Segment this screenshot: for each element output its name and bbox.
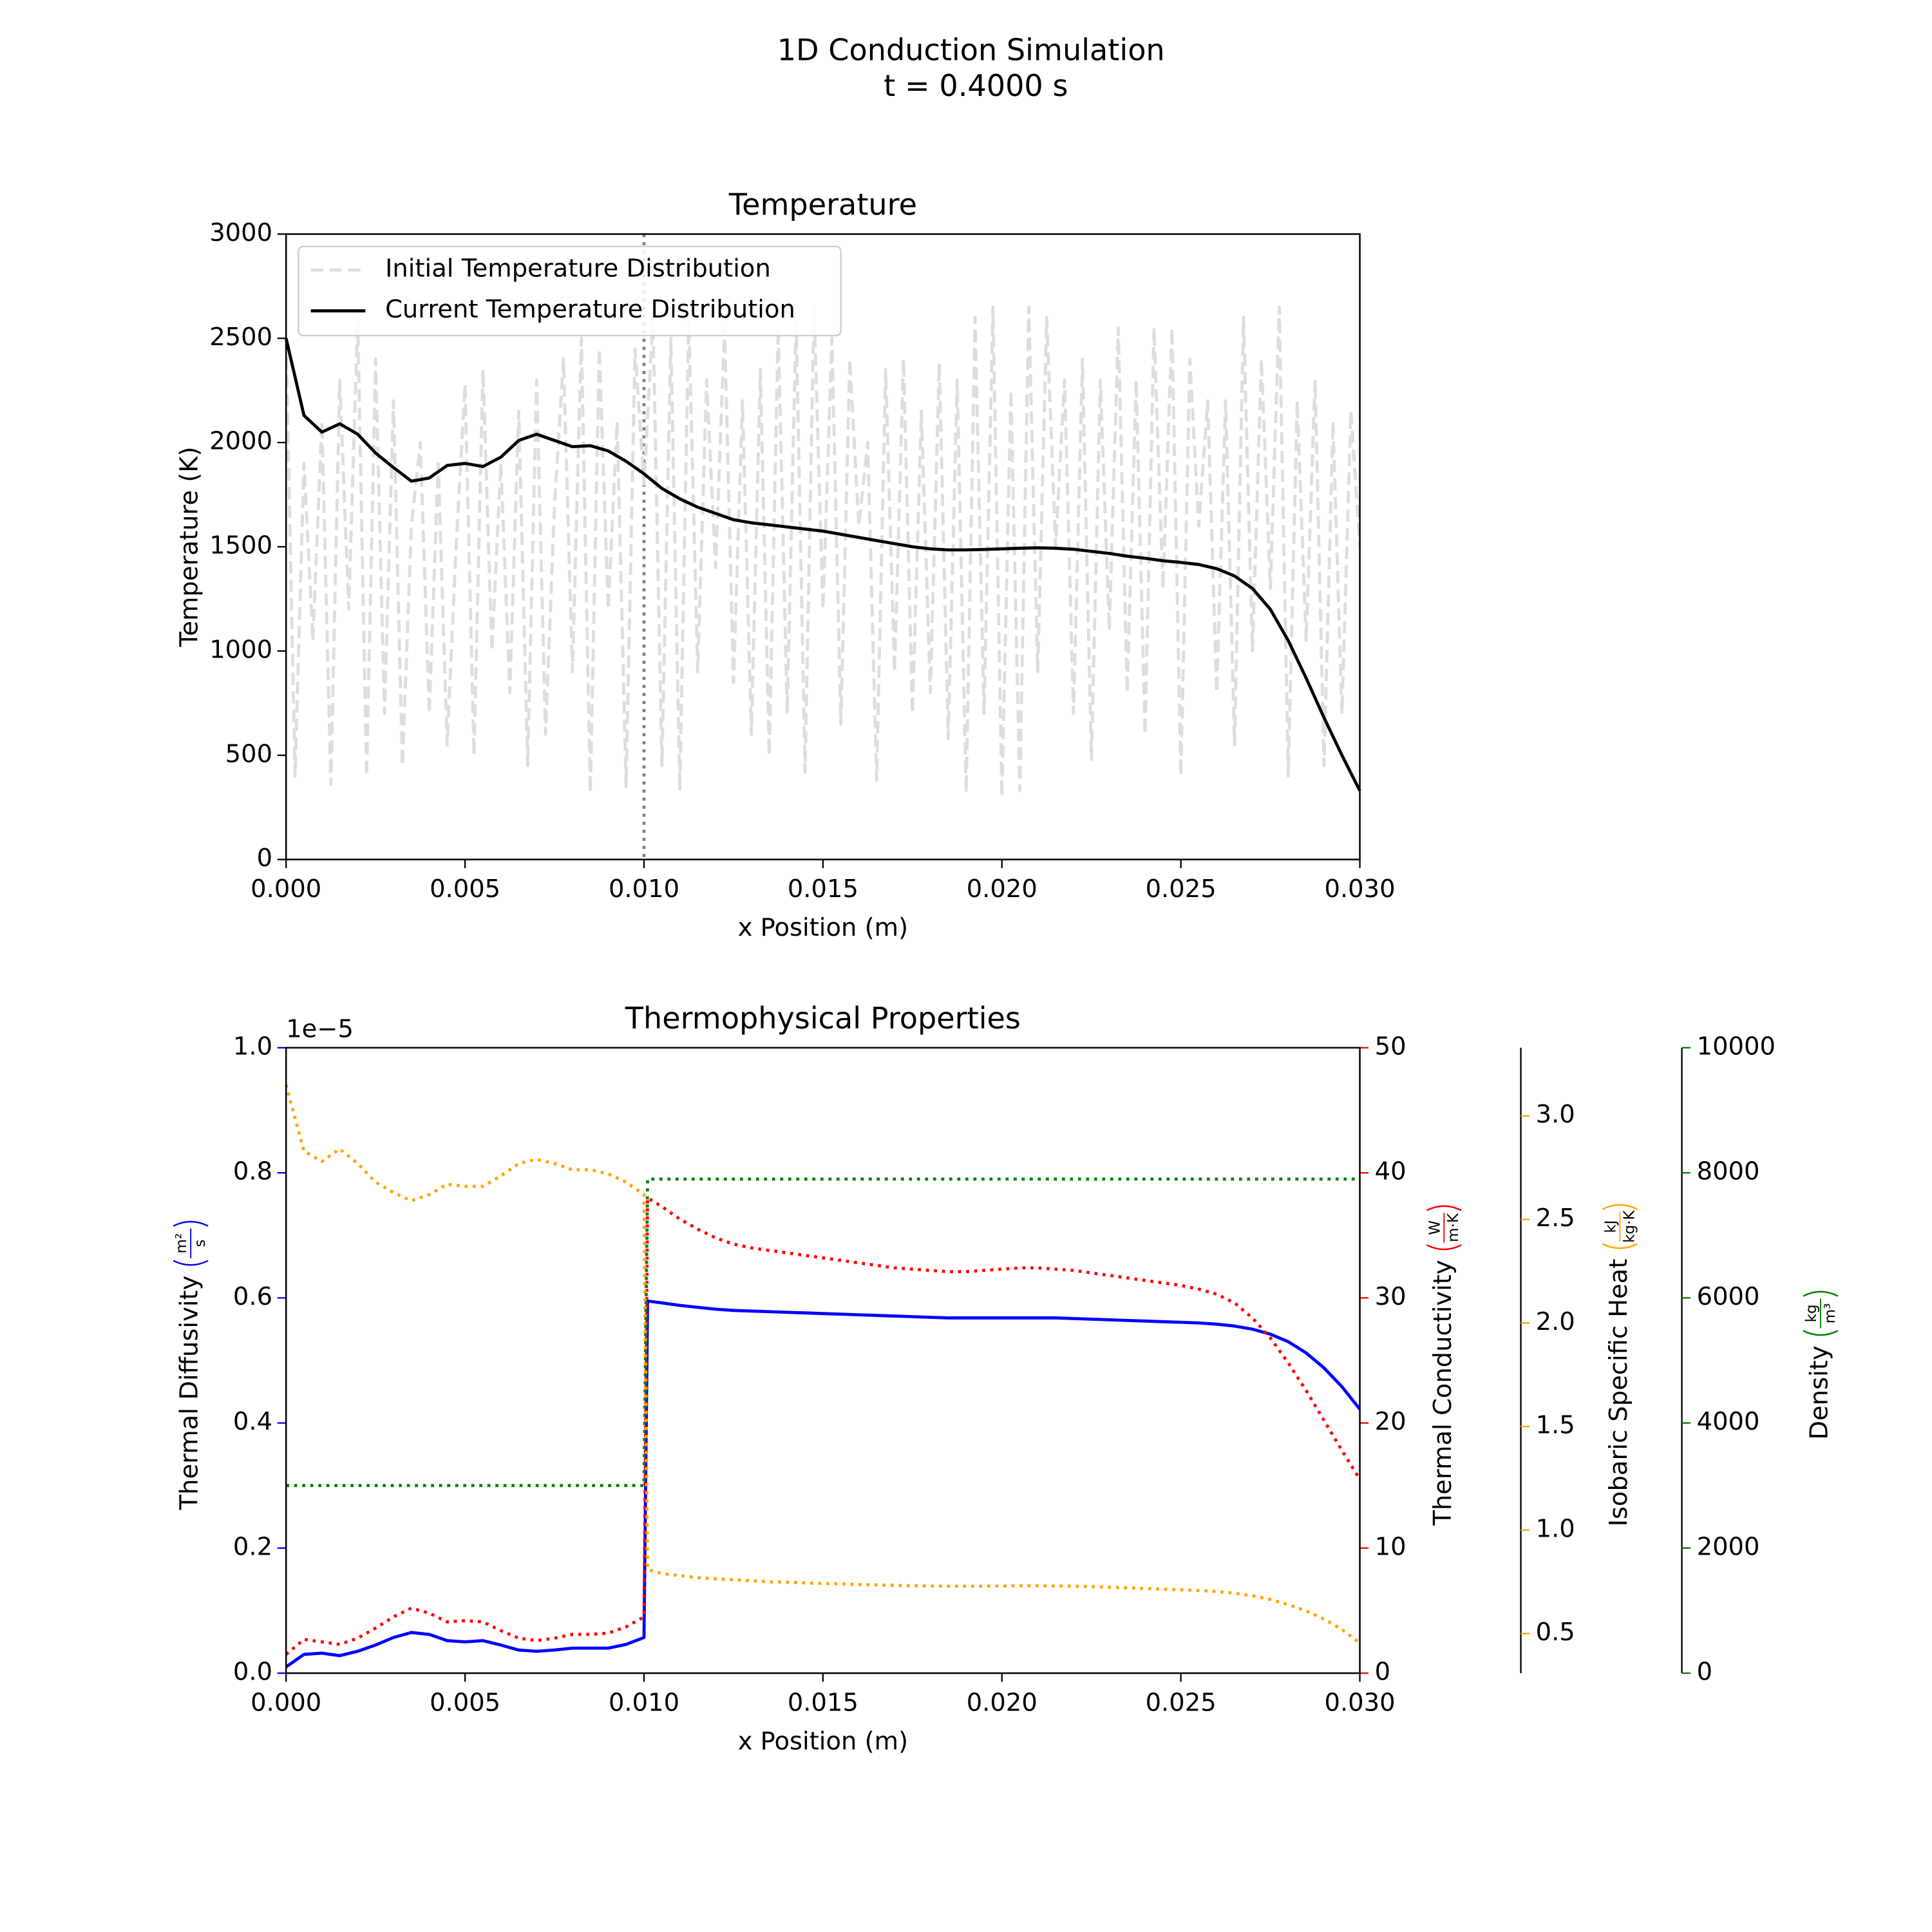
axis-label: Density kg m³ xyxy=(1803,1291,1839,1440)
data-line xyxy=(284,337,1361,791)
axes-title: Thermophysical Properties xyxy=(625,1001,1021,1036)
y-tick-label: 1.0 xyxy=(1536,1514,1575,1543)
y-tick-label: 1.5 xyxy=(1536,1411,1575,1440)
legend-label: Current Temperature Distribution xyxy=(385,295,795,324)
axis-label: Temperature (K) xyxy=(175,447,204,648)
x-tick-label: 0.005 xyxy=(430,875,500,904)
unit-denominator: m³ xyxy=(1822,1303,1839,1324)
y-tick-label: 0 xyxy=(1697,1658,1712,1687)
x-tick-label: 0.020 xyxy=(967,1689,1037,1718)
y-tick-label: 1500 xyxy=(209,531,272,560)
axis-label: Isobaric Specific Heat kJ kg·K xyxy=(1602,1204,1638,1527)
unit-denominator: m·K xyxy=(1445,1213,1462,1242)
paren xyxy=(1602,1243,1638,1249)
x-axis-label: x Position (m) xyxy=(738,913,908,942)
axes-frame xyxy=(285,233,1361,860)
paren xyxy=(173,1260,209,1266)
paren xyxy=(1803,1330,1839,1336)
paren xyxy=(1426,1205,1462,1211)
x-tick-label: 0.010 xyxy=(609,1689,679,1718)
y-tick-label: 2500 xyxy=(209,323,272,352)
x-axis-label: x Position (m) xyxy=(738,1727,908,1756)
x-tick-label: 0.020 xyxy=(967,875,1037,904)
y-tick-label: 1000 xyxy=(209,635,272,664)
y-tick-label: 10 xyxy=(1375,1532,1406,1561)
x-tick-label: 0.030 xyxy=(1324,875,1395,904)
axis-label-text: Temperature (K) xyxy=(175,447,204,648)
paren xyxy=(1426,1244,1462,1251)
paren xyxy=(173,1220,209,1227)
y-tick-label: 20 xyxy=(1375,1407,1406,1436)
x-tick-label: 0.015 xyxy=(788,875,858,904)
y-tick-label: 40 xyxy=(1375,1157,1406,1186)
y-tick-label: 0 xyxy=(257,844,272,873)
y-tick-label: 8000 xyxy=(1697,1157,1760,1186)
x-tick-label: 0.000 xyxy=(251,1689,321,1718)
y-tick-label: 2.5 xyxy=(1536,1204,1575,1233)
axis-label: Thermal Conductivity W m·K xyxy=(1426,1205,1462,1526)
unit-numerator: W xyxy=(1426,1220,1443,1235)
subtitle: t = 0.4000 s xyxy=(884,68,1068,103)
x-tick-label: 0.010 xyxy=(609,875,679,904)
y-tick-label: 500 xyxy=(225,739,272,768)
y-tick-label: 0 xyxy=(1375,1658,1390,1687)
axis-label: Thermal Diffusivity m² s xyxy=(173,1220,209,1511)
x-tick-label: 0.015 xyxy=(788,1689,858,1718)
y-tick-label: 30 xyxy=(1375,1282,1406,1311)
paren xyxy=(1803,1291,1839,1297)
axis-label-text: Isobaric Specific Heat xyxy=(1604,1259,1633,1527)
y-tick-label: 2000 xyxy=(1697,1532,1760,1561)
x-tick-label: 0.030 xyxy=(1324,1689,1395,1718)
axes-frame xyxy=(285,1046,1361,1674)
data-line xyxy=(286,1177,1360,1488)
y-tick-label: 6000 xyxy=(1697,1282,1760,1311)
y-tick-label: 0.0 xyxy=(233,1658,272,1687)
x-tick-label: 0.025 xyxy=(1146,875,1217,904)
paren xyxy=(1602,1204,1638,1210)
unit-numerator: kJ xyxy=(1602,1220,1619,1233)
y-tick-label: 0.8 xyxy=(233,1157,272,1186)
data-line xyxy=(285,1299,1361,1669)
axis-label-text: Density xyxy=(1804,1345,1833,1439)
y-tick-label: 2000 xyxy=(209,427,272,456)
x-tick-label: 0.000 xyxy=(251,875,321,904)
y-tick-label: 0.5 xyxy=(1536,1618,1575,1647)
y-tick-label: 0.6 xyxy=(233,1282,272,1311)
unit-numerator: kg xyxy=(1803,1304,1820,1322)
y-tick-label: 50 xyxy=(1375,1032,1406,1061)
axis-offset-label: 1e−5 xyxy=(286,1015,354,1044)
y-tick-label: 2.0 xyxy=(1536,1307,1575,1336)
y-tick-label: 10000 xyxy=(1697,1032,1776,1061)
axis-label-text: Thermal Conductivity xyxy=(1428,1260,1457,1526)
y-tick-label: 0.2 xyxy=(233,1532,272,1561)
y-tick-label: 4000 xyxy=(1697,1407,1760,1436)
axes-title: Temperature xyxy=(728,187,917,222)
suptitle: 1D Conduction Simulation xyxy=(777,32,1165,67)
axis-label-text: Thermal Diffusivity xyxy=(175,1276,204,1511)
y-tick-label: 3.0 xyxy=(1536,1100,1575,1129)
y-tick-label: 0.4 xyxy=(233,1407,272,1436)
y-tick-label: 1.0 xyxy=(233,1032,272,1061)
unit-numerator: m² xyxy=(173,1233,190,1254)
unit-denominator: kg·K xyxy=(1621,1209,1638,1242)
x-tick-label: 0.005 xyxy=(430,1689,500,1718)
legend-label: Initial Temperature Distribution xyxy=(385,254,771,283)
x-tick-label: 0.025 xyxy=(1146,1689,1217,1718)
legend-box xyxy=(298,245,842,337)
y-tick-label: 3000 xyxy=(209,218,272,247)
unit-denominator: s xyxy=(192,1240,209,1247)
